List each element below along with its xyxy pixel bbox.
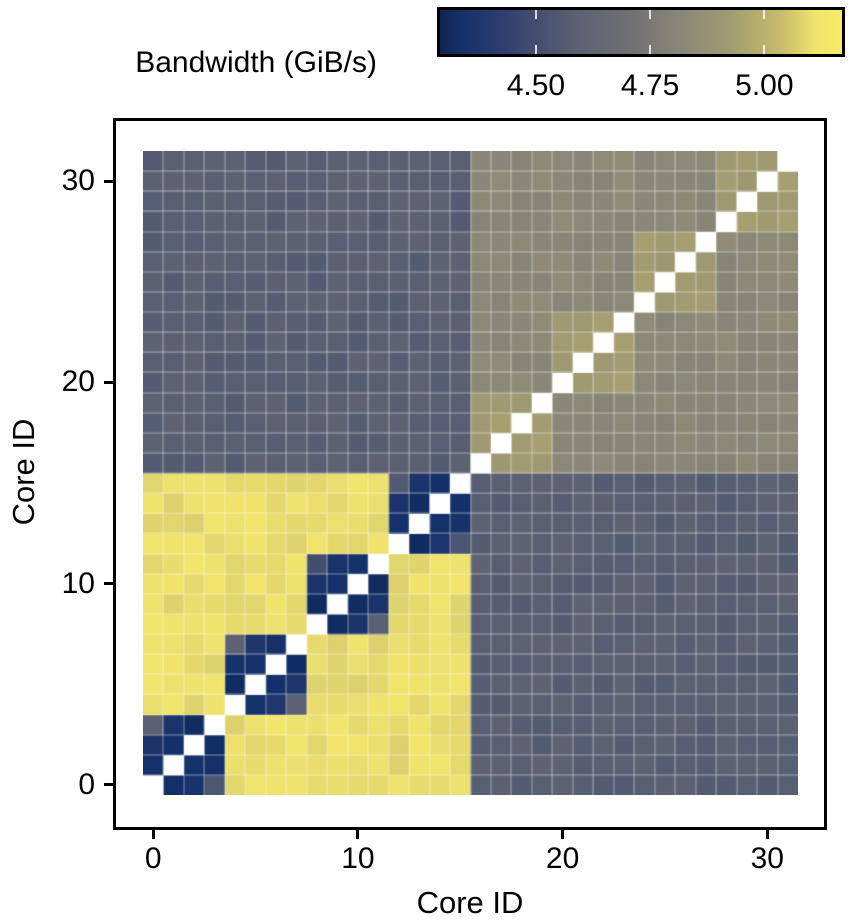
- x-tick-label: 30: [750, 842, 784, 875]
- x-tick-label: 0: [144, 842, 162, 875]
- heatmap-canvas: [143, 151, 798, 795]
- y-axis-tick: [104, 783, 113, 787]
- x-axis-tick: [151, 830, 155, 839]
- colorbar-tick-mark: [763, 45, 766, 54]
- colorbar: [437, 7, 845, 57]
- colorbar-title: Bandwidth (GiB/s): [135, 46, 377, 79]
- colorbar-gradient: [440, 10, 842, 54]
- colorbar-tick-mark: [534, 10, 537, 19]
- y-axis-tick: [104, 582, 113, 586]
- y-axis-tick: [104, 179, 113, 183]
- colorbar-tick-label: 4.50: [506, 69, 566, 102]
- y-tick-label: 30: [61, 164, 95, 198]
- x-axis-label: Core ID: [416, 885, 524, 920]
- y-axis-tick: [104, 380, 113, 384]
- x-axis-tick: [356, 830, 360, 839]
- x-axis-tick: [561, 830, 565, 839]
- colorbar-tick-label: 4.75: [620, 69, 680, 102]
- y-tick-label: 10: [61, 566, 95, 600]
- x-tick-label: 10: [341, 842, 375, 875]
- colorbar-tick-mark: [534, 45, 537, 54]
- colorbar-tick-mark: [763, 10, 766, 19]
- colorbar-tick-label: 5.00: [735, 69, 794, 102]
- y-axis-label: Core ID: [6, 418, 41, 526]
- colorbar-tick-mark: [649, 45, 652, 54]
- x-axis-tick: [765, 830, 769, 839]
- colorbar-tick-mark: [649, 10, 652, 19]
- y-tick-label: 0: [78, 767, 95, 801]
- y-tick-label: 20: [61, 365, 95, 399]
- x-tick-label: 20: [545, 842, 580, 875]
